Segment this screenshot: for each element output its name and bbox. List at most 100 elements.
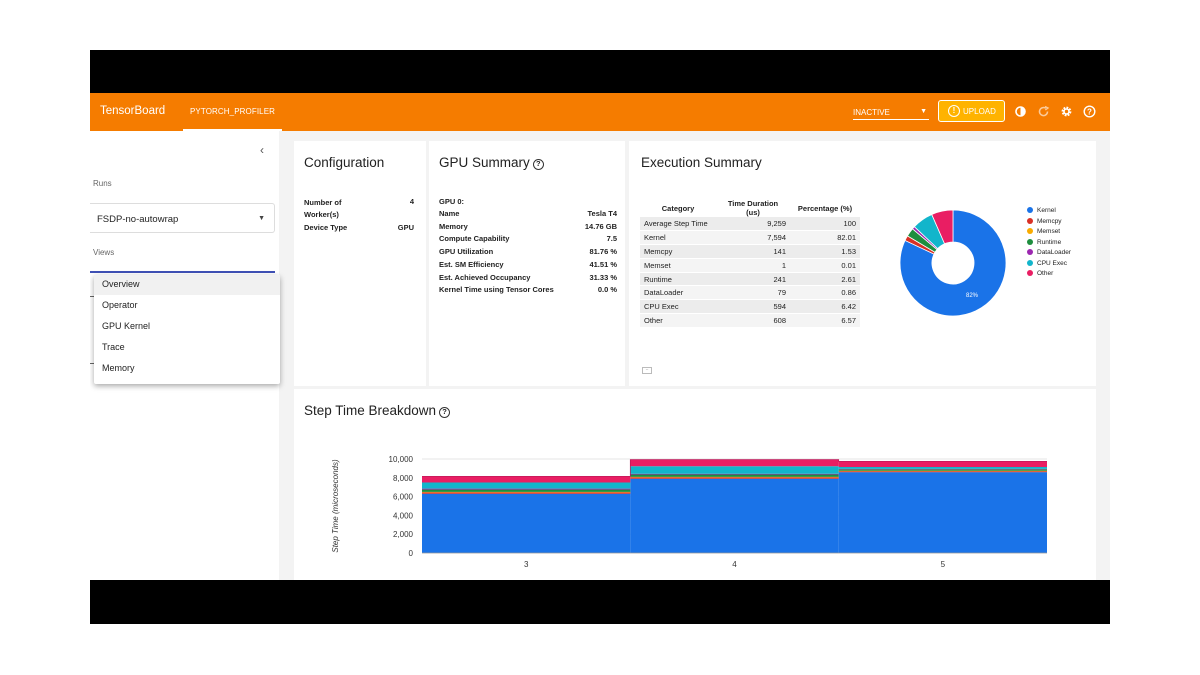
bar-segment-runtime[interactable] (422, 489, 631, 492)
column-header[interactable]: Category (661, 203, 695, 213)
views-option-trace[interactable]: Trace (102, 342, 125, 352)
runs-label: Runs (93, 179, 112, 188)
collapse-sidebar-icon[interactable]: ‹ (260, 143, 264, 157)
bar-segment-runtime[interactable] (630, 474, 839, 477)
y-tick-label: 10,000 (389, 455, 414, 464)
config-value: GPU (397, 223, 414, 232)
help-icon[interactable]: ? (1083, 105, 1096, 118)
views-select-underline[interactable] (90, 271, 275, 273)
bar-segment-dataloader[interactable] (630, 473, 839, 475)
column-header[interactable]: Percentage (%) (797, 203, 853, 213)
gpu-summary-key: Memory (439, 221, 468, 231)
pie-slice-other[interactable] (931, 209, 954, 245)
table-cell: Kernel (640, 230, 716, 246)
more-rows-icon[interactable]: ·· (642, 367, 652, 374)
table-row: Memset 1 0.01 (640, 258, 860, 273)
bar-segment-kernel[interactable] (422, 493, 631, 553)
legend-swatch (1027, 207, 1033, 213)
table-cell: 6.57 (790, 313, 860, 328)
gpu-summary-key: Name (439, 209, 460, 218)
legend-label: CPU Exec (1037, 259, 1067, 267)
views-dropdown-menu: Overview Operator GPU Kernel Trace Memor… (94, 275, 280, 384)
gpu-summary-title-text: GPU Summary (439, 155, 530, 170)
table-cell: 79 (716, 285, 790, 301)
pie-slice-kernel[interactable] (899, 209, 1007, 317)
table-cell: 9,259 (716, 217, 790, 232)
gpu-summary-value: 81.76 % (589, 247, 617, 257)
legend-label: Kernel (1037, 207, 1056, 214)
views-option-gpu-kernel[interactable]: GPU Kernel (102, 321, 151, 331)
bar-segment-other[interactable] (838, 461, 1047, 467)
settings-gear-icon[interactable] (1060, 105, 1073, 118)
legend-label: DataLoader (1037, 249, 1071, 256)
gpu-summary-key: GPU Utilization (439, 247, 494, 257)
bar-segment-cpu-exec[interactable] (630, 466, 839, 474)
bar-segment-kernel[interactable] (838, 472, 1047, 553)
gpu-summary-value: 14.76 GB (584, 221, 617, 231)
y-tick-label: 8,000 (393, 474, 414, 483)
legend-label: Runtime (1037, 238, 1062, 246)
table-cell: Runtime (640, 272, 716, 287)
bar-segment-runtime[interactable] (838, 469, 1047, 471)
views-option-overview[interactable]: Overview (94, 275, 280, 295)
table-cell: 594 (716, 299, 790, 315)
y-tick-label: 2,000 (393, 530, 414, 539)
legend-item[interactable]: Memset (1027, 228, 1060, 235)
pie-percent-label: 82% (966, 293, 979, 299)
bar-segment-other[interactable] (630, 459, 839, 467)
tab-pytorch-profiler[interactable]: PYTORCH_PROFILER (183, 93, 283, 131)
legend-swatch (1027, 249, 1033, 255)
table-cell: Memset (640, 258, 716, 273)
bar-segment-memcpy[interactable] (838, 471, 1047, 473)
gpu-heading: GPU 0: (439, 197, 465, 206)
bar-segment-dataloader[interactable] (422, 488, 631, 490)
bar-segment-kernel[interactable] (630, 478, 839, 553)
legend-item[interactable]: Other (1027, 270, 1053, 277)
gpu-summary-value: 7.5 (606, 234, 617, 244)
upload-button[interactable]: ! UPLOAD (938, 100, 1005, 122)
legend-swatch (1027, 238, 1033, 245)
column-header[interactable]: Time Duration (us) (727, 199, 779, 217)
legend-item[interactable]: Kernel (1027, 207, 1056, 214)
table-cell: Average Step Time (640, 217, 716, 232)
theme-toggle-icon[interactable] (1014, 105, 1027, 118)
y-tick-label: 0 (409, 549, 414, 558)
refresh-icon[interactable] (1037, 105, 1050, 118)
runs-select-value: FSDP-no-autowrap (97, 214, 179, 225)
upload-label: UPLOAD (963, 107, 996, 116)
table-cell: 1 (716, 258, 790, 273)
table-row: Kernel 7,594 82.01 (640, 230, 860, 246)
config-key-line1: Number of (304, 198, 342, 207)
y-tick-label: 6,000 (393, 493, 414, 502)
help-circle-icon[interactable]: ? (532, 159, 544, 170)
table-cell: 241 (716, 272, 790, 287)
help-circle-icon[interactable]: ? (439, 407, 451, 418)
step-time-card: Step Time Breakdown? 0 2,000 4,000 6,000 8,0… (294, 389, 1096, 580)
table-cell: DataLoader (640, 285, 716, 301)
y-axis-label: Step Time (microseconds) (331, 459, 340, 553)
bar-segment-other[interactable] (422, 476, 631, 483)
legend-item[interactable]: Runtime (1027, 238, 1062, 246)
table-cell: 608 (716, 313, 790, 328)
views-option-memory[interactable]: Memory (102, 363, 135, 373)
chevron-down-icon: ▼ (920, 108, 927, 115)
svg-text:?: ? (1087, 107, 1092, 116)
brand-title: TensorBoard (100, 105, 166, 117)
execution-summary-table: Category Time Duration (us) Percentage (%)… (640, 199, 860, 328)
gpu-summary-value: 31.33 % (589, 272, 617, 282)
bar-segment-cpu-exec[interactable] (422, 482, 631, 489)
bar-segment-cpu-exec[interactable] (838, 466, 1047, 469)
bar-segment-memcpy[interactable] (630, 477, 839, 479)
configuration-title: Configuration (304, 155, 385, 170)
divider (90, 363, 94, 364)
legend-item[interactable]: Memcpy (1027, 217, 1062, 225)
reload-status-select[interactable]: INACTIVE ▼ (853, 104, 929, 120)
sidebar: ‹ Runs FSDP-no-autowrap ▼ Views Overview… (90, 131, 280, 580)
runs-select[interactable]: FSDP-no-autowrap ▼ (90, 203, 275, 233)
bar-segment-memcpy[interactable] (422, 492, 631, 494)
legend-item[interactable]: CPU Exec (1027, 259, 1067, 267)
table-cell: 0.86 (790, 285, 860, 301)
chevron-down-icon: ▼ (258, 215, 265, 222)
legend-item[interactable]: DataLoader (1027, 249, 1071, 256)
views-option-operator[interactable]: Operator (102, 300, 138, 310)
